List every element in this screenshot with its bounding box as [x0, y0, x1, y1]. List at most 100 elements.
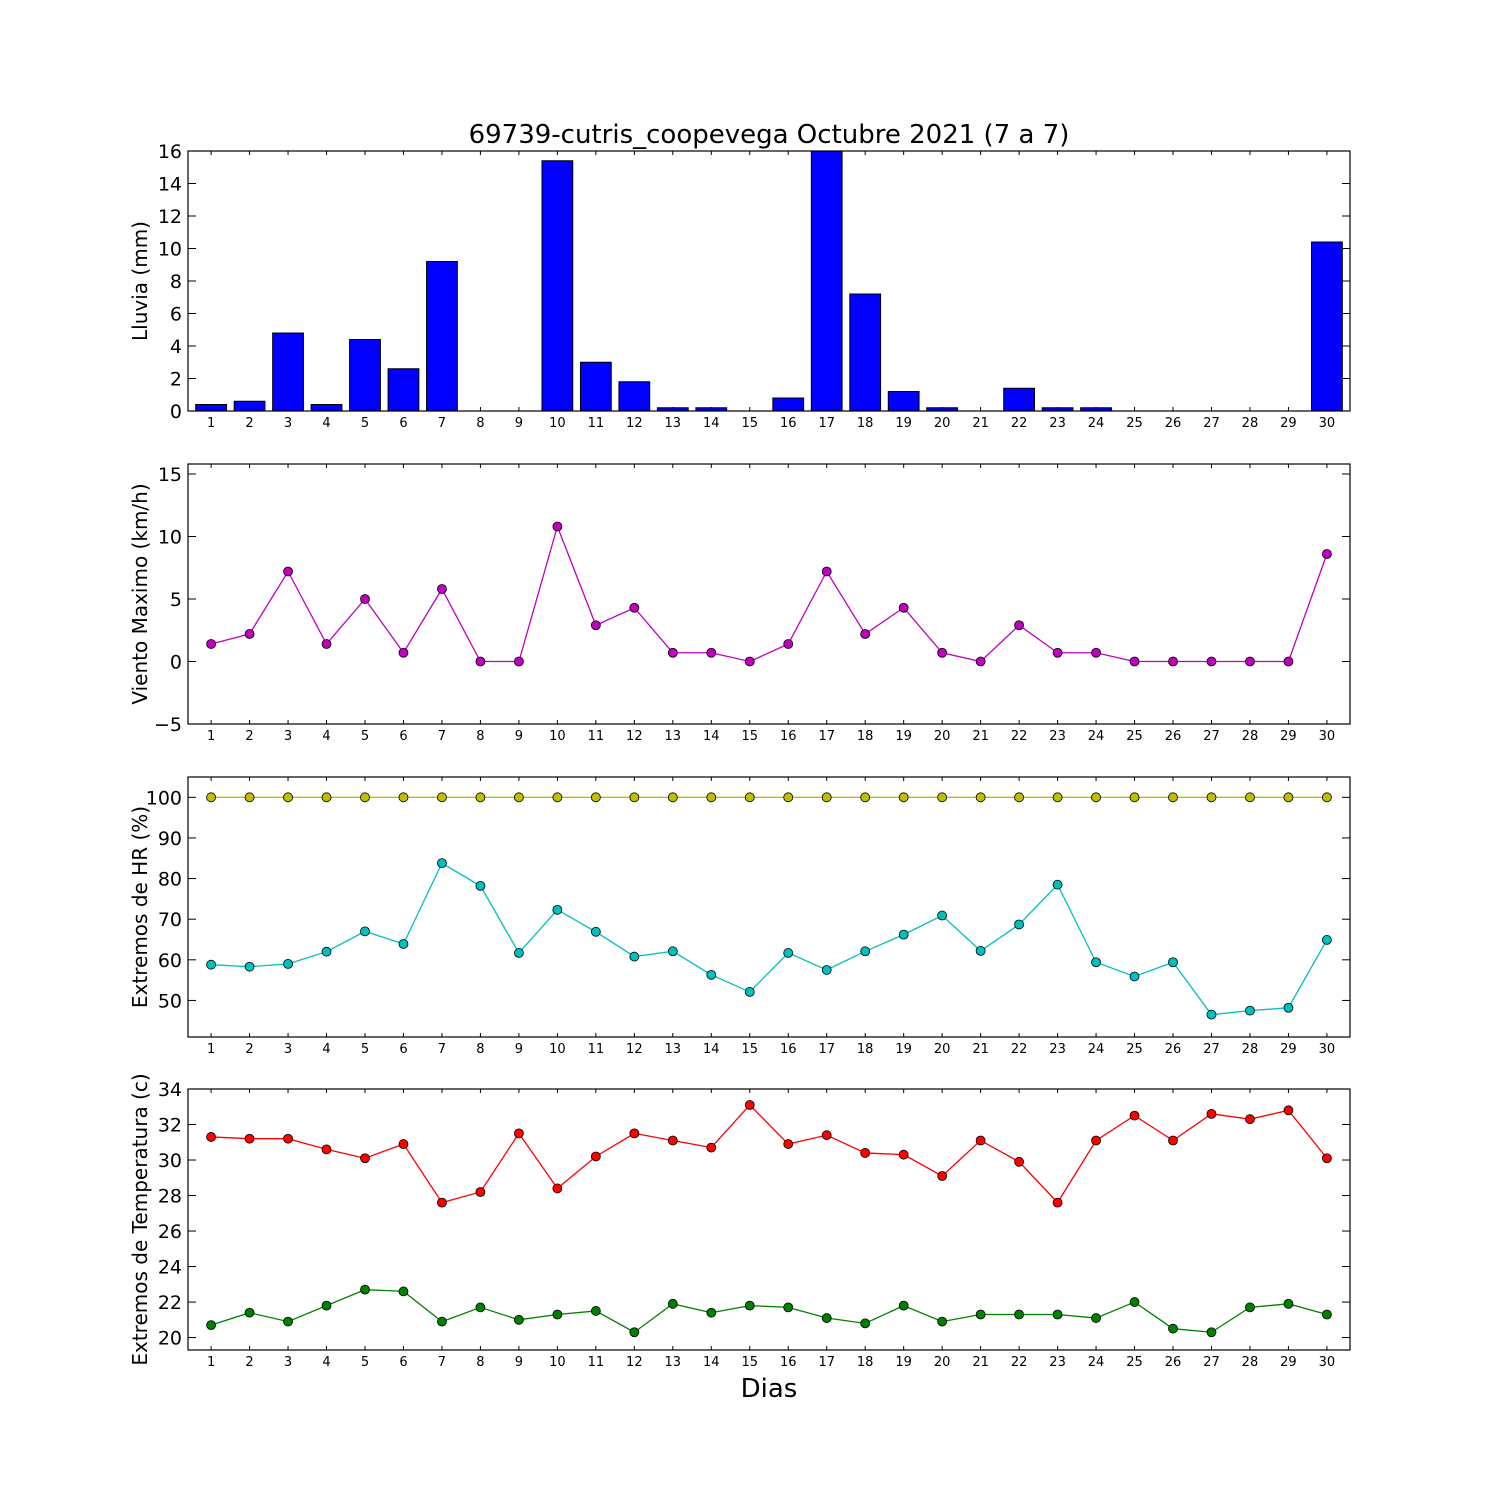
x-tick-label: 14: [703, 416, 720, 431]
x-tick-label: 9: [515, 1355, 523, 1370]
data-point: [1129, 792, 1140, 803]
data-point: [744, 1300, 755, 1311]
data-point: [1052, 647, 1063, 658]
x-tick-label: 12: [626, 1355, 643, 1370]
data-point: [1283, 792, 1294, 803]
x-tick-label: 16: [780, 1042, 797, 1057]
data-point: [321, 946, 332, 957]
rain-bar: [810, 150, 843, 412]
x-tick-label: 26: [1165, 416, 1182, 431]
rain-bar: [887, 391, 920, 412]
x-tick-label: 11: [588, 1355, 605, 1370]
data-point: [1014, 792, 1024, 803]
data-point: [590, 926, 601, 937]
data-point: [360, 926, 370, 937]
data-point: [475, 792, 486, 803]
rain-bar: [1311, 241, 1343, 412]
x-tick-label: 3: [284, 1355, 292, 1370]
y-tick-label: 6: [170, 304, 182, 326]
data-point: [1091, 957, 1101, 968]
x-tick-label: 20: [934, 729, 951, 744]
y-tick-label: 100: [146, 787, 182, 809]
x-tick-label: 25: [1126, 729, 1143, 744]
x-tick-label: 16: [780, 416, 797, 431]
x-tick-label: 24: [1088, 1042, 1105, 1057]
data-point: [360, 1153, 370, 1164]
data-point: [206, 1320, 216, 1331]
data-point: [283, 1133, 293, 1144]
data-point: [898, 792, 909, 803]
y-tick-label: 5: [170, 589, 182, 611]
x-tick-label: 8: [476, 1042, 484, 1057]
data-point: [706, 1307, 717, 1318]
data-point: [821, 792, 832, 803]
rain-bar: [272, 332, 304, 412]
data-point: [514, 656, 524, 667]
data-point: [706, 647, 717, 658]
x-tick-label: 19: [895, 1355, 912, 1370]
x-tick-label: 24: [1088, 416, 1105, 431]
data-point: [590, 792, 601, 803]
y-tick-label: 32: [158, 1115, 182, 1137]
data-point: [1206, 656, 1217, 667]
series-line: [210, 524, 1328, 663]
rain-bar: [195, 404, 227, 412]
data-point: [1091, 792, 1101, 803]
x-tick-label: 26: [1165, 729, 1182, 744]
x-tick-label: 5: [361, 1042, 369, 1057]
x-tick-label: 20: [934, 416, 951, 431]
plot-frame: [187, 150, 1351, 412]
data-point: [398, 939, 409, 949]
data-point: [475, 880, 486, 891]
data-point: [437, 1197, 447, 1208]
y-tick-label: 80: [158, 869, 182, 891]
data-point: [475, 1302, 486, 1313]
x-tick-label: 3: [284, 729, 292, 744]
x-tick-label: 22: [1011, 1042, 1028, 1057]
data-point: [590, 620, 601, 631]
x-tick-label: 27: [1203, 729, 1220, 744]
x-tick-label: 27: [1203, 1355, 1220, 1370]
x-tick-label: 7: [438, 1355, 446, 1370]
data-point: [860, 629, 871, 639]
y-tick-label: 12: [158, 206, 182, 228]
data-point: [552, 904, 563, 915]
y-tick-label: 8: [170, 271, 182, 293]
x-tick-label: 6: [399, 729, 407, 744]
x-tick-label: 12: [626, 729, 643, 744]
x-tick-label: 14: [703, 729, 720, 744]
x-tick-label: 25: [1126, 1042, 1143, 1057]
x-tick-label: 24: [1088, 1355, 1105, 1370]
x-tick-label: 6: [399, 1355, 407, 1370]
y-tick-label: 60: [158, 950, 182, 972]
data-point: [937, 1171, 948, 1181]
data-point: [1322, 1309, 1332, 1320]
x-tick-label: 4: [322, 1042, 330, 1057]
x-tick-label: 28: [1242, 729, 1259, 744]
rain-bar: [233, 400, 266, 412]
x-tick-label: 5: [361, 729, 369, 744]
y-tick-label: 15: [158, 464, 182, 486]
data-point: [552, 792, 563, 803]
data-point: [360, 594, 370, 604]
y-axis-label: Lluvia (mm): [128, 221, 152, 341]
x-tick-label: 25: [1126, 416, 1143, 431]
data-point: [1014, 919, 1024, 930]
x-tick-label: 25: [1126, 1355, 1143, 1370]
x-tick-label: 30: [1319, 729, 1336, 744]
x-tick-label: 15: [741, 729, 758, 744]
y-tick-label: 50: [158, 990, 182, 1012]
data-point: [321, 792, 332, 803]
data-point: [629, 1128, 640, 1139]
x-tick-label: 22: [1011, 1355, 1028, 1370]
data-point: [706, 969, 717, 980]
data-point: [1052, 1197, 1063, 1208]
x-tick-label: 6: [399, 416, 407, 431]
data-point: [898, 929, 909, 940]
x-tick-label: 9: [515, 1042, 523, 1057]
data-point: [975, 792, 986, 803]
